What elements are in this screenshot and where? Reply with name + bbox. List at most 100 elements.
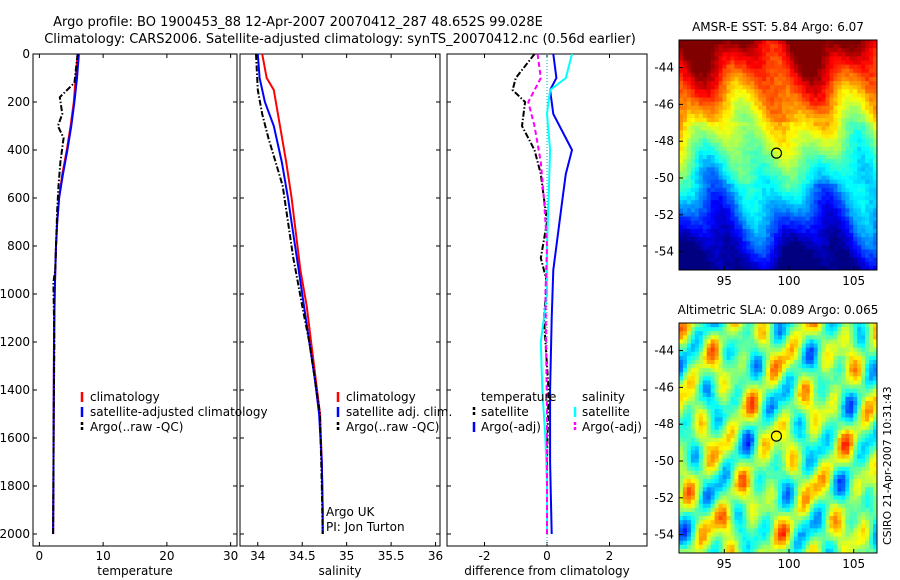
heatmap-cell xyxy=(805,343,811,349)
heatmap-cell xyxy=(710,450,716,455)
heatmap-cell xyxy=(829,163,834,168)
heatmap-cell xyxy=(809,392,815,398)
heatmap-cell xyxy=(865,52,870,57)
heatmap-cell xyxy=(714,204,719,209)
heatmap-cell xyxy=(801,380,807,386)
heatmap-cell xyxy=(698,245,704,250)
heatmap-cell xyxy=(706,372,712,377)
heatmap-cell xyxy=(770,433,775,439)
heatmap-cell xyxy=(742,187,747,193)
heatmap-cell xyxy=(857,347,862,353)
heatmap-cell xyxy=(726,224,731,230)
heatmap-cell xyxy=(698,376,704,381)
heatmap-cell xyxy=(845,474,850,480)
heatmap-cell xyxy=(770,85,775,90)
heatmap-cell xyxy=(702,76,708,82)
heatmap-cell xyxy=(781,335,787,340)
heatmap-cell xyxy=(845,171,850,176)
heatmap-cell xyxy=(750,425,755,431)
heatmap-cell xyxy=(718,60,723,66)
heatmap-cell xyxy=(774,200,779,205)
heatmap-cell xyxy=(679,413,684,418)
heatmap-cell xyxy=(821,249,826,254)
heatmap-cell xyxy=(774,109,779,115)
heatmap-cell xyxy=(873,261,878,267)
heatmap-cell xyxy=(825,163,830,168)
heatmap-cell xyxy=(690,130,696,135)
heatmap-cell xyxy=(698,483,704,488)
heatmap-cell xyxy=(857,237,862,242)
heatmap-cell xyxy=(714,118,719,123)
heatmap-cell xyxy=(873,81,878,86)
heatmap-cell xyxy=(809,85,815,90)
heatmap-cell xyxy=(734,150,739,156)
heatmap-cell xyxy=(722,487,727,492)
y-tick-label: 1800 xyxy=(0,479,30,493)
heatmap-cell xyxy=(789,438,795,443)
heatmap-cell xyxy=(821,458,826,464)
heatmap-cell xyxy=(869,56,874,61)
heatmap-cell xyxy=(789,208,795,213)
heatmap-cell xyxy=(857,380,862,386)
heatmap-cell xyxy=(841,228,846,234)
heatmap-cell xyxy=(849,429,854,435)
heatmap-cell xyxy=(770,249,775,254)
series-line-2 xyxy=(511,53,550,534)
heatmap-cell xyxy=(817,159,822,164)
heatmap-cell xyxy=(841,233,846,238)
heatmap-cell xyxy=(805,175,811,181)
heatmap-cell xyxy=(766,405,771,410)
heatmap-cell xyxy=(746,200,751,205)
heatmap-cell xyxy=(746,113,751,119)
heatmap-cell xyxy=(805,327,811,332)
heatmap-cell xyxy=(694,212,700,218)
heatmap-cell xyxy=(722,85,727,90)
heatmap-cell xyxy=(726,450,731,455)
heatmap-cell xyxy=(718,388,723,394)
heatmap-cell xyxy=(873,249,878,254)
heatmap-cell xyxy=(785,228,791,234)
heatmap-cell xyxy=(742,175,747,181)
heatmap-cell xyxy=(781,413,787,418)
heatmap-cell xyxy=(706,421,712,427)
heatmap-cell xyxy=(714,438,719,443)
heatmap-cell xyxy=(766,183,771,189)
heatmap-cell xyxy=(722,417,727,422)
heatmap-cell xyxy=(722,466,727,472)
heatmap-cell xyxy=(833,81,838,86)
heatmap-cell xyxy=(698,433,704,439)
heatmap-cell xyxy=(754,72,759,78)
heatmap-cell xyxy=(726,150,731,156)
heatmap-cell xyxy=(774,327,779,332)
heatmap-cell xyxy=(821,64,826,70)
heatmap-cell xyxy=(809,163,815,168)
heatmap-cell xyxy=(722,130,727,135)
heatmap-cell xyxy=(766,384,771,390)
heatmap-cell xyxy=(766,101,771,107)
heatmap-cell xyxy=(861,159,866,164)
heatmap-cell xyxy=(785,105,791,111)
heatmap-cell xyxy=(821,163,826,168)
heatmap-cell xyxy=(718,405,723,410)
heatmap-cell xyxy=(833,413,838,418)
heatmap-cell xyxy=(857,433,862,439)
heatmap-cell xyxy=(750,351,755,357)
heatmap-cell xyxy=(797,113,803,119)
heatmap-cell xyxy=(730,413,735,418)
heatmap-cell xyxy=(694,466,700,472)
heatmap-cell xyxy=(710,109,716,115)
heatmap-cell xyxy=(841,376,846,381)
series-line-3 xyxy=(255,53,324,535)
heatmap-cell xyxy=(857,179,862,185)
heatmap-cell xyxy=(742,392,747,398)
heatmap-cell xyxy=(726,187,731,193)
heatmap-cell xyxy=(849,56,854,61)
heatmap-cell xyxy=(821,368,826,373)
heatmap-cell xyxy=(746,466,751,472)
heatmap-cell xyxy=(679,64,684,70)
heatmap-cell xyxy=(869,343,874,349)
heatmap-cell xyxy=(766,40,771,45)
heatmap-cell xyxy=(738,187,743,193)
heatmap-cell xyxy=(861,216,866,222)
heatmap-cell xyxy=(714,401,719,406)
